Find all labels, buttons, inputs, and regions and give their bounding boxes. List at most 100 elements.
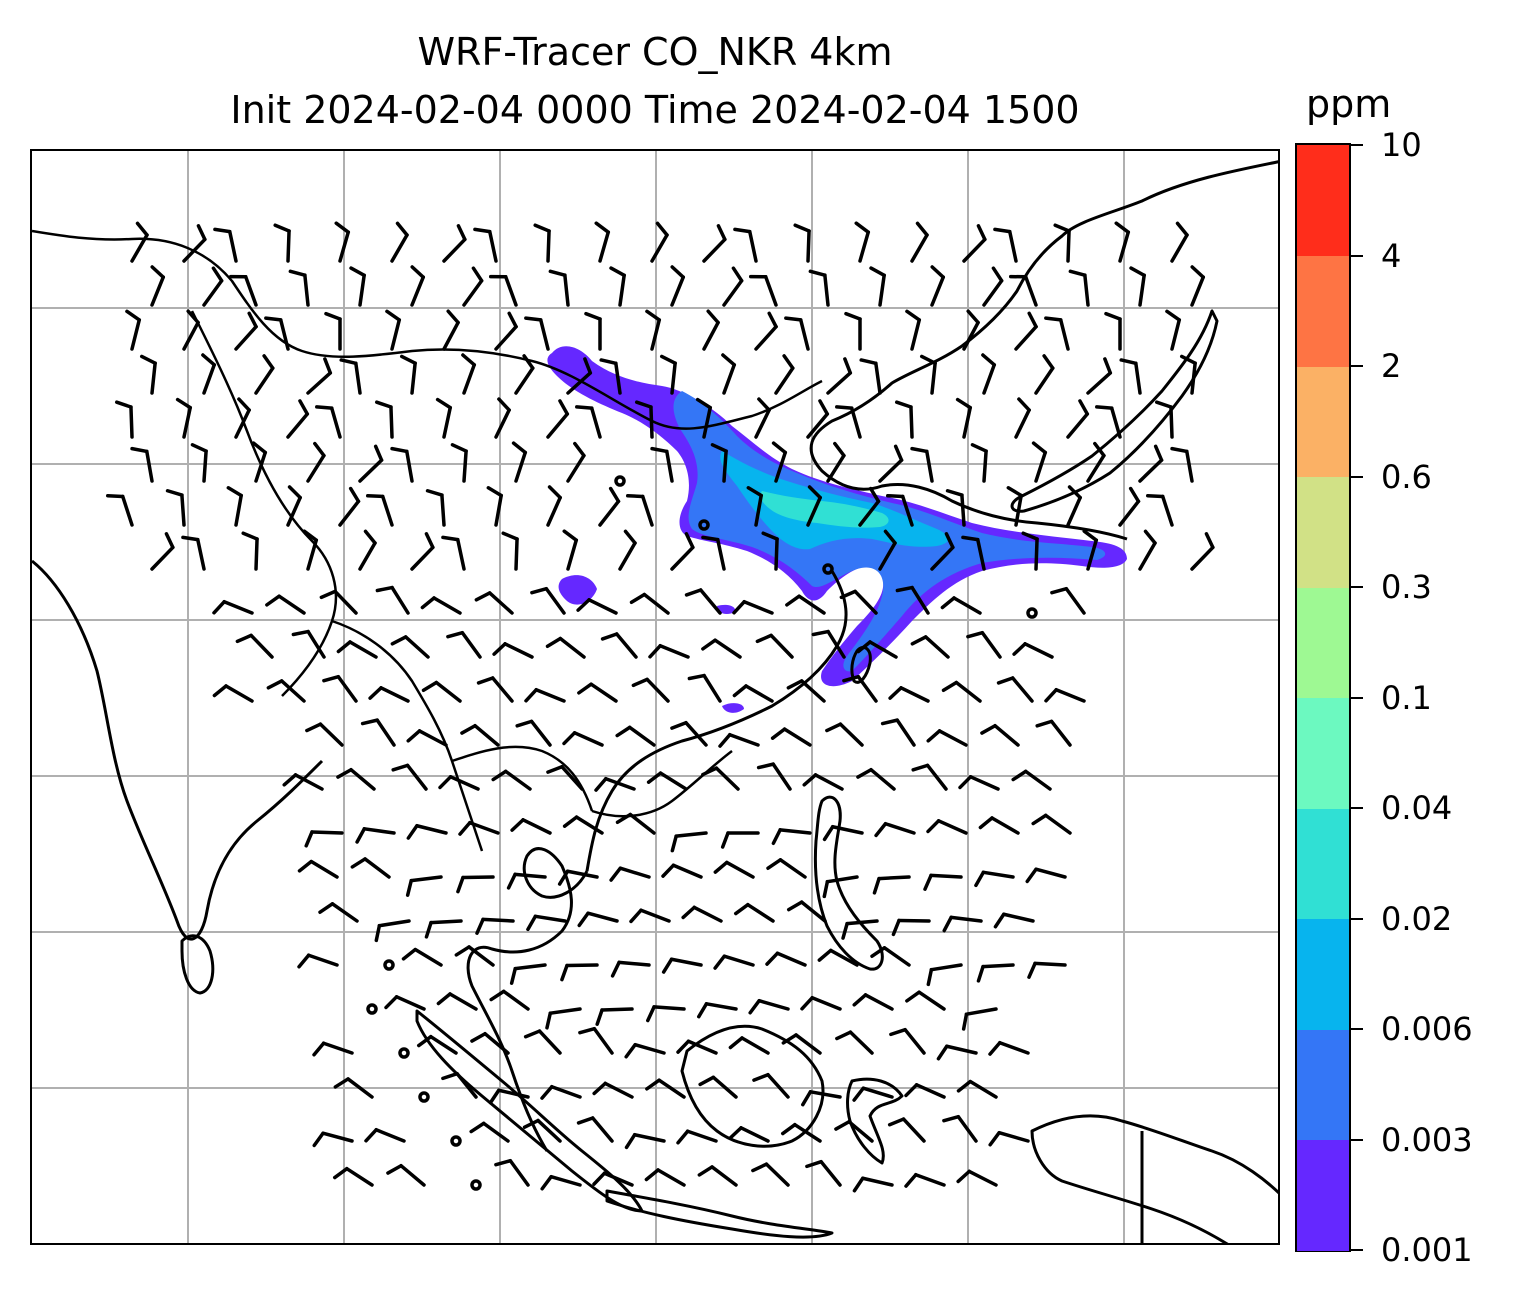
- wind-barb: [834, 1119, 874, 1143]
- wind-barb: [201, 353, 217, 395]
- wind-barb: [319, 589, 358, 615]
- wind-barb: [384, 995, 426, 1011]
- coastline-new-guinea: [1030, 1114, 1278, 1243]
- wind-barb: [1129, 266, 1146, 307]
- wind-barb: [878, 529, 897, 571]
- wind-barb: [1044, 688, 1086, 703]
- wind-barb: [670, 831, 708, 853]
- wind-barb: [926, 729, 968, 747]
- wind-barb: [1066, 399, 1090, 439]
- coastline-philippines: [813, 795, 884, 971]
- wind-barb: [515, 719, 552, 747]
- wind-barb: [754, 397, 771, 439]
- wind-barb: [401, 947, 443, 967]
- wind-barb: [540, 1174, 582, 1191]
- wind-barb: [859, 358, 882, 395]
- wind-barb: [405, 875, 443, 897]
- colorbar-segment: [1297, 255, 1349, 367]
- wind-barb: [1104, 311, 1122, 351]
- wind-barb: [306, 357, 333, 395]
- wind-barb: [874, 821, 916, 838]
- wind-barb: [1014, 311, 1038, 351]
- wind-barb: [713, 860, 755, 879]
- colorbar-tick: [1351, 696, 1363, 699]
- wind-barb: [368, 686, 410, 703]
- wind-barb: [811, 629, 846, 659]
- wind-barb: [235, 633, 274, 659]
- wind-barb: [701, 766, 740, 791]
- wind-barb: [761, 531, 779, 571]
- wind-barb: [646, 771, 688, 791]
- wind-barb: [562, 731, 604, 747]
- wind-barb: [1095, 405, 1122, 439]
- wind-barb: [305, 722, 344, 747]
- wind-barb: [530, 586, 566, 615]
- wind-barb: [1021, 531, 1039, 571]
- wind-barb: [702, 309, 720, 351]
- wind-barb: [806, 485, 822, 527]
- wind-barb: [676, 1039, 718, 1055]
- wind-barb: [175, 397, 192, 439]
- wind-barb: [926, 819, 968, 835]
- wind-barb: [733, 902, 775, 923]
- colorbar-segment: [1297, 145, 1349, 256]
- wind-barb: [982, 266, 1004, 307]
- wind-barb: [599, 358, 622, 395]
- wind-barb: [288, 269, 310, 307]
- wind-barb: [332, 1166, 374, 1187]
- wind-barb: [424, 919, 463, 939]
- wind-barb: [241, 531, 259, 571]
- wind-barb: [732, 684, 774, 703]
- wind-barb: [732, 600, 774, 615]
- wind-barb: [981, 353, 997, 395]
- wind-barb: [698, 519, 710, 531]
- wind-barb: [286, 399, 310, 439]
- wind-barb: [976, 963, 1015, 983]
- wind-barb: [338, 486, 361, 527]
- wind-barb: [978, 816, 1020, 835]
- wind-barb: [624, 1042, 666, 1059]
- wind-barb: [942, 915, 983, 933]
- wind-barb: [488, 274, 518, 307]
- wind-barb: [1053, 223, 1071, 263]
- wind-barb: [784, 316, 810, 351]
- wind-barb: [350, 857, 391, 879]
- wind-barb: [476, 676, 514, 703]
- wind-barb: [304, 830, 344, 848]
- wind-barb: [254, 354, 275, 395]
- wind-barb: [905, 990, 946, 1011]
- wind-barb: [1012, 642, 1054, 659]
- colorbar-tick-label: 2: [1381, 347, 1402, 385]
- wind-barb: [475, 917, 515, 935]
- map-canvas: [32, 151, 1278, 1243]
- wind-barb: [190, 443, 208, 483]
- wind-barb: [713, 954, 755, 970]
- wind-barb: [980, 723, 1020, 747]
- coastlines: [32, 160, 1278, 1243]
- wind-barb: [312, 1041, 354, 1057]
- wind-barb: [1044, 316, 1070, 351]
- wind-barb: [904, 1083, 946, 1099]
- wind-barb: [751, 1162, 790, 1187]
- wind-barb: [889, 1027, 926, 1055]
- wind-barb: [374, 919, 411, 943]
- wind-barb: [852, 1086, 894, 1102]
- wind-barb: [771, 441, 788, 483]
- wind-barb: [333, 1077, 374, 1099]
- wind-barb: [234, 397, 251, 439]
- wind-barb: [800, 996, 842, 1011]
- wind-barb: [334, 221, 351, 263]
- colorbar: [1295, 143, 1351, 1252]
- colorbar-segment: [1297, 918, 1349, 1030]
- wind-barb: [410, 532, 435, 571]
- wind-barb: [681, 905, 723, 923]
- colorbar-tick: [1351, 475, 1363, 478]
- wind-barb: [720, 831, 760, 849]
- wind-barb: [438, 775, 480, 791]
- wind-barb: [324, 311, 342, 351]
- wind-barb: [858, 486, 881, 527]
- gridlines: [32, 151, 1278, 1243]
- wind-barb: [181, 535, 206, 571]
- wind-barb: [322, 674, 358, 703]
- wind-barb: [355, 827, 396, 844]
